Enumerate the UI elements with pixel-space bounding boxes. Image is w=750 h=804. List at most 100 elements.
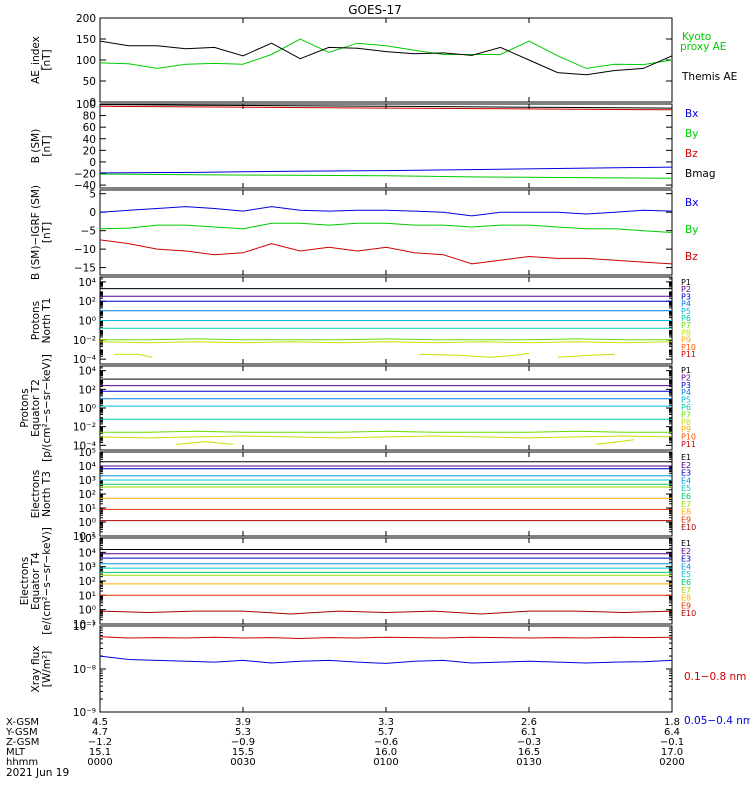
x-row-label: MLT xyxy=(6,747,26,758)
y-axis-label: Equator T2 xyxy=(30,379,42,437)
legend-proxy-ae: proxy AE xyxy=(680,41,726,53)
y-tick-label: 10⁵ xyxy=(78,447,96,459)
y-tick-label: 10² xyxy=(78,296,96,308)
y-tick-label: 10⁻⁴ xyxy=(73,354,96,366)
y-tick-label: 10⁵ xyxy=(78,533,96,545)
legend-e2: E2 xyxy=(681,547,691,556)
y-tick-label: 50 xyxy=(83,76,96,88)
x-axis-value: 15.1 xyxy=(89,747,111,758)
legend-e3: E3 xyxy=(681,555,691,564)
y-tick-label: 10² xyxy=(78,576,96,588)
series-line-bx xyxy=(100,166,672,174)
x-axis-value: 0200 xyxy=(659,757,684,768)
series-line-p8 xyxy=(100,435,672,439)
legend-e9: E9 xyxy=(681,601,691,610)
x-axis-value: 6.1 xyxy=(521,727,537,738)
y-axis-label: [nT] xyxy=(41,222,53,243)
legend-p3: P3 xyxy=(681,292,691,301)
legend-bx: Bx xyxy=(685,108,698,120)
legend-p10: P10 xyxy=(681,343,696,352)
x-axis-value: 6.4 xyxy=(664,727,680,738)
y-tick-label: −20 xyxy=(74,169,96,181)
x-axis-value: 3.3 xyxy=(378,717,394,728)
x-row-label: hhmm xyxy=(6,757,38,768)
x-axis-value: 5.7 xyxy=(378,727,394,738)
y-tick-label: 10² xyxy=(78,489,96,501)
legend-p4: P4 xyxy=(681,388,691,397)
series-group xyxy=(100,461,672,522)
panel-bigrf: −15 −10 −5 0 5 B (SM)−IGRF (SM) [nT] Bx By Bz xyxy=(30,185,698,280)
x-axis-value: −0.9 xyxy=(231,737,255,748)
y-tick-label: 0 xyxy=(89,207,96,219)
y-tick-label: 0 xyxy=(89,97,96,109)
x-row-label: X-GSM xyxy=(6,717,39,728)
y-tick-label: 10⁻⁹ xyxy=(73,707,96,719)
y-tick-label: 10⁴ xyxy=(78,547,96,559)
y-tick-label: 10¹ xyxy=(78,503,96,515)
series-fragment xyxy=(419,352,530,358)
legend-by: By xyxy=(685,128,698,140)
y-axis-label: [nT] xyxy=(41,135,53,156)
legend-e8: E8 xyxy=(681,508,691,517)
legend-p3: P3 xyxy=(681,381,691,390)
y-axis-label: [e/(cm²−s−sr−keV)] xyxy=(41,527,53,635)
y-axis-label: North T3 xyxy=(41,471,53,517)
x-axis-value: −0.6 xyxy=(374,737,398,748)
y-tick-label: 80 xyxy=(83,111,96,123)
legend-p9: P9 xyxy=(681,425,691,434)
legend-p9: P9 xyxy=(681,336,691,345)
y-axis-label: Equator T4 xyxy=(30,552,42,610)
legend-p8: P8 xyxy=(681,328,691,337)
series-group xyxy=(100,104,672,179)
panel-frame-bigrf xyxy=(99,189,673,276)
x-row-label: Y-GSM xyxy=(5,727,38,738)
y-tick-label: 20 xyxy=(83,145,96,157)
x-axis-value: 0100 xyxy=(373,757,398,768)
legend-e7: E7 xyxy=(681,500,691,509)
y-tick-label: 10⁻⁸ xyxy=(73,664,96,676)
x-axis-value: 2.6 xyxy=(521,717,537,728)
y-axis-label: [nT] xyxy=(41,49,53,70)
y-axis-label: [p/(cm²−s−sr−keV)] xyxy=(41,354,53,462)
legend-e5: E5 xyxy=(681,484,691,493)
legend-p4: P4 xyxy=(681,300,691,309)
series-fragment xyxy=(557,353,615,358)
x-axis-value: −1.2 xyxy=(88,737,112,748)
series-line-bz xyxy=(100,105,672,111)
date-label: 2021 Jun 19 xyxy=(6,767,69,779)
y-axis-label: AE_index xyxy=(30,36,42,84)
y-axis-label: Electrons xyxy=(19,557,31,606)
legend-bx: Bx xyxy=(685,197,698,209)
legend-bmag: Bmag xyxy=(685,168,716,180)
y-tick-label: 10⁰ xyxy=(78,517,96,529)
y-tick-label: 10¹ xyxy=(78,590,96,602)
legend-e6: E6 xyxy=(681,578,691,587)
series-fragment xyxy=(176,441,234,445)
x-axis-value: 0030 xyxy=(230,757,255,768)
legend-p11: P11 xyxy=(681,350,696,359)
panel-xray: 10⁻⁹ 10⁻⁸ 10⁻⁷ Xray flux [W/m²] 0.1−0.8 nm 0.0… xyxy=(30,621,750,727)
legend-e10: E10 xyxy=(681,523,696,532)
y-tick-label: −10 xyxy=(74,244,96,256)
series-group xyxy=(100,38,672,76)
legend-e8: E8 xyxy=(681,594,691,603)
y-tick-label: 10⁰ xyxy=(78,403,96,415)
series-group xyxy=(100,378,672,445)
y-tick-label: 10⁻¹ xyxy=(73,531,96,543)
series-group xyxy=(100,549,672,615)
series-group xyxy=(100,206,672,265)
legend-bz: Bz xyxy=(685,148,698,160)
legend-p6: P6 xyxy=(681,314,691,323)
x-axis-value: 15.5 xyxy=(232,747,254,758)
series-line-0-1-0-8-nm xyxy=(100,636,672,640)
y-tick-label: 10² xyxy=(78,384,96,396)
series-fragment xyxy=(114,353,153,358)
legend-p1: P1 xyxy=(681,278,691,287)
y-tick-label: 10⁴ xyxy=(78,366,96,378)
y-tick-label: 10⁻¹ xyxy=(73,619,96,631)
x-axis-value: 0000 xyxy=(87,757,112,768)
